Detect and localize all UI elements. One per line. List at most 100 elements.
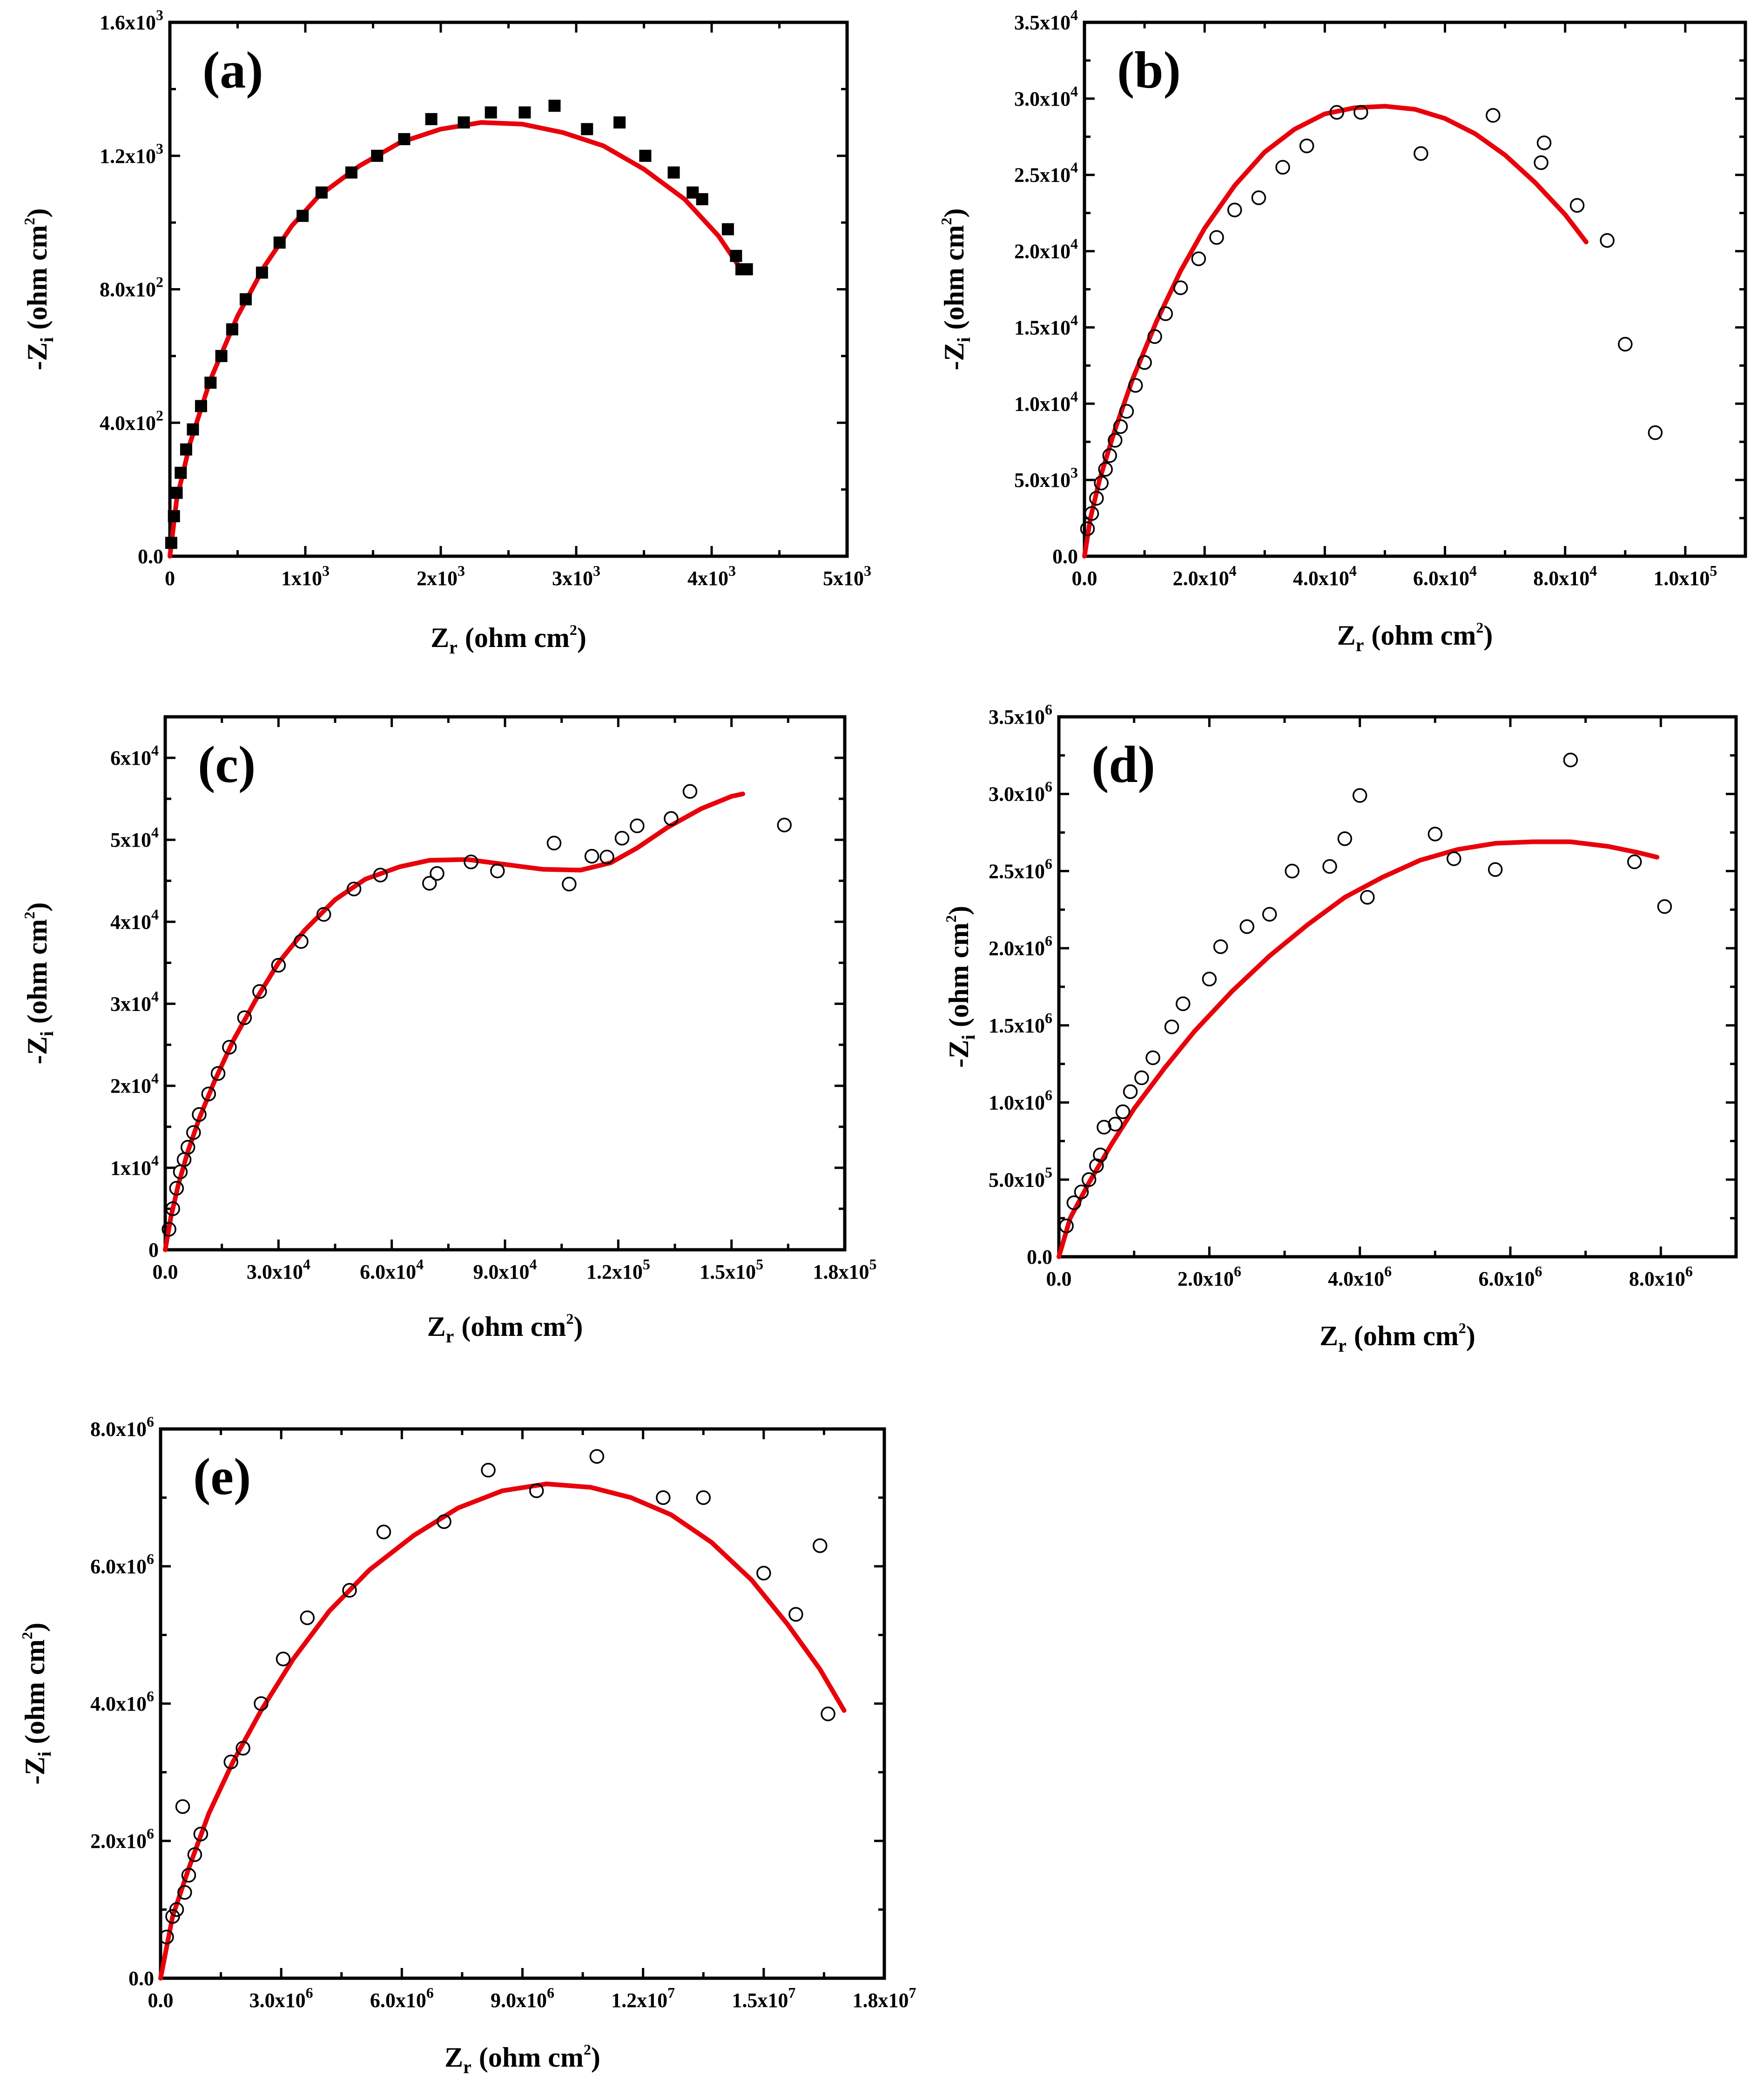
y-axis-label-unit: (ohm cm (943, 923, 974, 1027)
x-tick-exponent: 4 (530, 1256, 537, 1273)
data-point (1134, 1070, 1149, 1085)
y-axis-label-unit: (ohm cm (20, 1639, 50, 1744)
data-point (664, 811, 679, 826)
data-point (437, 1514, 451, 1529)
y-axis-label-close: ) (22, 208, 53, 217)
x-tick-exponent: 7 (788, 1984, 795, 2001)
y-tick-mantissa: 4.0x10 (90, 1692, 147, 1715)
data-point (1119, 404, 1134, 419)
x-tick-mantissa: 1.5x10 (700, 1260, 756, 1283)
ticks-e: 0.0 3.0x106 6.0x106 9.0x106 1.2x107 1.5x107 1.… (90, 1413, 916, 2012)
data-point (518, 106, 531, 119)
y-tick-mantissa: 3.5x10 (1014, 11, 1071, 34)
panel-label-b: (b) (1117, 41, 1181, 99)
data-point (1113, 419, 1128, 434)
x-axis-label-sub: r (446, 1326, 454, 1347)
data-point (1102, 448, 1117, 463)
data-point (346, 882, 362, 896)
x-tick-exponent: 3 (864, 562, 871, 579)
y-axis-label-e: -Zi (ohm cm2) (19, 1623, 55, 1785)
data-point (696, 1490, 711, 1505)
data-point (1534, 155, 1549, 170)
x-tick-label: 3x103 (552, 562, 600, 590)
y-tick-label: 0.0 (1052, 545, 1078, 568)
x-axis-label-a: Zr (ohm cm2) (431, 621, 586, 658)
fit-curve-e (158, 1482, 847, 1981)
y-tick-mantissa: 1.5x10 (989, 1014, 1045, 1037)
data-point (1074, 1185, 1089, 1199)
data-point (180, 1140, 195, 1155)
ticks-b: 0.0 2.0x104 4.0x104 6.0x104 8.0x104 1.0x1050.… (1014, 7, 1747, 590)
data-point (1108, 433, 1123, 448)
y-tick-mantissa: 1.6x10 (100, 11, 156, 34)
data-point (1262, 907, 1277, 922)
data-point (296, 209, 309, 222)
data-point (1488, 862, 1503, 877)
data-point (656, 1490, 671, 1505)
data-point (1145, 1050, 1160, 1065)
data-point (581, 123, 593, 135)
x-tick-mantissa: 1.8x10 (853, 1989, 909, 2012)
x-tick-mantissa: 3.0x10 (247, 1260, 303, 1283)
data-point (1089, 1158, 1104, 1173)
data-point (254, 1696, 269, 1711)
data-point (159, 1929, 174, 1945)
data-point (175, 1799, 190, 1814)
y-tick-exponent: 6 (147, 1413, 154, 1430)
x-axis-label-sub: r (1356, 634, 1364, 655)
y-tick-exponent: 3 (156, 7, 163, 23)
data-point (667, 166, 680, 179)
y-axis-label-main: -Z (22, 1037, 53, 1065)
data-point (1089, 491, 1104, 506)
data-point (1059, 1218, 1074, 1233)
x-axis-label-b: Zr (ohm cm2) (1337, 619, 1493, 655)
y-tick-mantissa: 3.0x10 (1014, 88, 1071, 110)
y-tick-label: 2.5x104 (1014, 159, 1078, 187)
y-axis-label-exp: 2 (21, 911, 38, 919)
y-tick-mantissa: 3x10 (110, 993, 151, 1016)
data-point (1202, 971, 1217, 987)
x-tick-mantissa: 1.2x10 (586, 1260, 643, 1283)
data-point (1275, 160, 1290, 175)
data-point (195, 400, 207, 412)
x-tick-exponent: 6 (1535, 1263, 1542, 1280)
data-point (639, 149, 652, 162)
data-point (1094, 475, 1109, 491)
y-tick-mantissa: 3.0x10 (989, 783, 1045, 806)
data-point (1447, 851, 1461, 866)
x-axis-label-unit: (ohm cm (1371, 620, 1476, 651)
y-tick-mantissa: 0.0 (138, 545, 163, 568)
data-point (186, 1125, 201, 1140)
x-axis-label-unit: (ohm cm (465, 622, 570, 653)
data-point (1353, 105, 1368, 120)
data-point (422, 876, 437, 891)
x-axis-label-exp: 2 (570, 621, 577, 638)
data-point (599, 849, 614, 864)
y-tick-mantissa: 6.0x10 (90, 1555, 147, 1578)
data-point (226, 323, 238, 336)
y-tick-exponent: 4 (1071, 388, 1078, 404)
x-tick-label: 2.0x104 (1173, 562, 1237, 590)
y-tick-exponent: 4 (1071, 236, 1078, 252)
data-point (181, 1868, 196, 1883)
data-point (316, 907, 331, 922)
x-tick-mantissa: 6.0x10 (360, 1260, 416, 1283)
x-tick-exponent: 6 (426, 1984, 434, 2001)
data-point (1563, 753, 1578, 768)
fit-curve-a (168, 120, 749, 559)
data-point (371, 149, 384, 162)
y-tick-exponent: 4 (151, 988, 159, 1005)
data-point (192, 1107, 207, 1122)
x-tick-mantissa: 4.0x10 (1328, 1267, 1384, 1290)
y-tick-mantissa: 5.0x10 (1014, 469, 1071, 492)
data-point (271, 957, 286, 973)
y-axis-label-main: -Z (22, 343, 53, 371)
x-axis-label-sub: r (1338, 1335, 1347, 1356)
x-axis-label-unit: (ohm cm (479, 2042, 584, 2073)
y-tick-label: 3.0x104 (1014, 83, 1078, 110)
x-tick-exponent: 4 (416, 1256, 424, 1273)
data-point (252, 984, 267, 999)
data-point (1115, 1104, 1131, 1119)
x-tick-mantissa: 0.0 (148, 1989, 174, 2012)
y-tick-mantissa: 1.0x10 (989, 1092, 1045, 1114)
